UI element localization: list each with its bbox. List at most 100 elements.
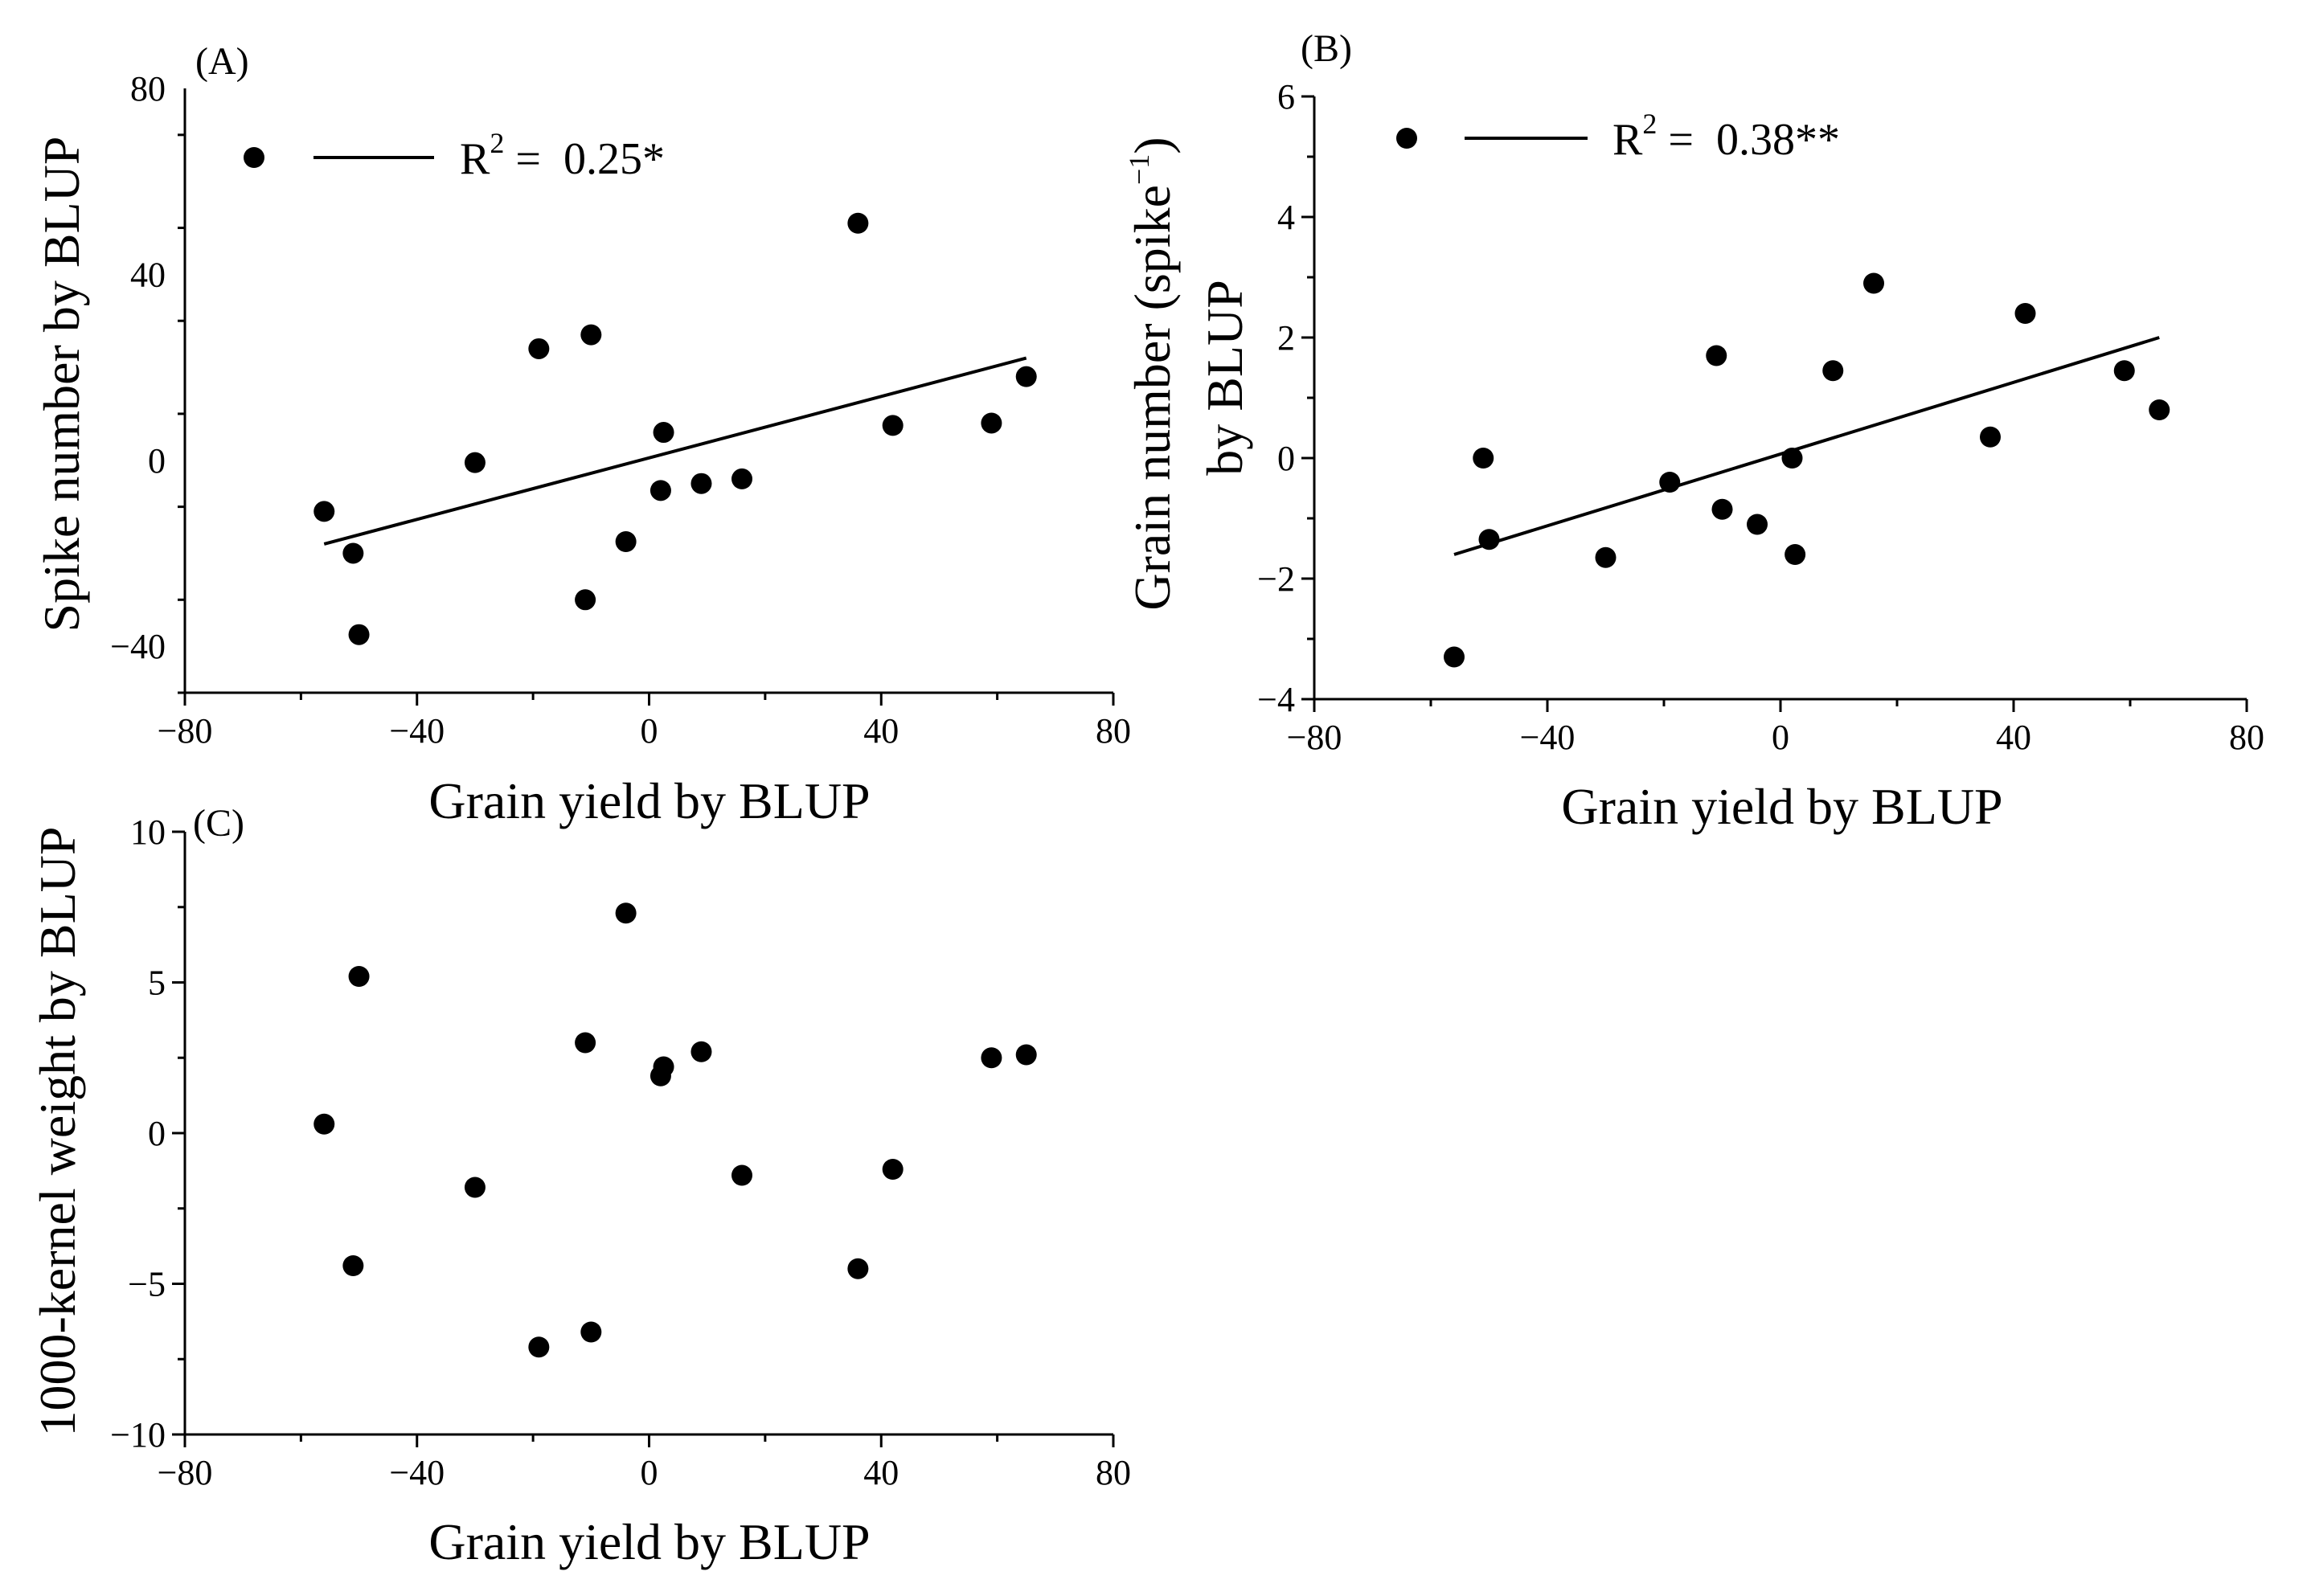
panel-b-y-axis-title-main: Grain number (spike (1124, 185, 1181, 611)
panel-c-data-point (1015, 1044, 1037, 1066)
panel-b-data-point (1747, 514, 1768, 535)
panel-b-y-tick-label: −4 (1257, 680, 1295, 719)
panel-b-legend-value: = 0.38** (1657, 115, 1840, 165)
panel-b-x-tick-label: −40 (1520, 718, 1576, 757)
panel-b-data-point (1781, 448, 1803, 469)
panel-b-y-axis-title-close: ) (1124, 137, 1181, 153)
panel-a: (A) −80 −40 0 40 80 −40 0 40 80 Grain yield by B… (33, 40, 1131, 829)
panel-b-legend-r: R (1612, 115, 1643, 165)
panel-b-y-tick-label: 2 (1277, 318, 1295, 358)
panel-c-y-tick-label: −10 (110, 1415, 166, 1455)
panel-a-y-tick-label: 80 (130, 69, 166, 108)
panel-b-y-axis-title-sup: −1 (1123, 154, 1155, 185)
panel-a-x-tick-label: 0 (641, 711, 658, 751)
panel-c-x-tick-label: −80 (158, 1453, 213, 1492)
panel-b-x-tick-label: 0 (1772, 718, 1789, 757)
panel-b-data-point (1863, 272, 1884, 294)
panel-c-x-tick-label: 80 (1096, 1453, 1131, 1492)
panel-a-data-point (580, 324, 602, 346)
panel-a-legend-r: R (460, 134, 490, 184)
panel-c-y-tick-label: 0 (148, 1114, 166, 1153)
panel-c-data-point (528, 1336, 550, 1358)
panel-a-y-tick-label: 0 (148, 441, 166, 481)
panel-a-legend-r2: R2 = 0.25* (460, 127, 665, 184)
panel-a-data-point (847, 212, 869, 234)
panel-c-data-point (615, 902, 637, 924)
panel-b-label: (B) (1301, 27, 1352, 70)
panel-c: (C) −80 −40 0 40 80 −10 −5 0 5 10 Grain yield by … (29, 802, 1131, 1570)
panel-c-y-axis-title: 1000-kernel weight by BLUP (29, 827, 86, 1437)
panel-a-y-axis-title: Spike number by BLUP (33, 137, 90, 632)
panel-b-data-point (1706, 345, 1727, 366)
panel-b-legend-r2: R2 = 0.38** (1612, 108, 1840, 165)
panel-b-data-point (1980, 426, 2001, 448)
panel-b-y-axis-title-line1: Grain number (spike−1) (1123, 137, 1181, 610)
panel-c-data-point (313, 1113, 335, 1135)
panel-c-data-point (464, 1177, 486, 1198)
panel-b-data-point (1822, 360, 1844, 382)
panel-c-data-point (731, 1164, 752, 1186)
panel-a-data-point (464, 452, 486, 473)
panel-a-data-point (615, 531, 637, 552)
panel-a-x-tick-label: −80 (158, 711, 213, 751)
panel-a-y-tick-label: −40 (110, 627, 166, 666)
panel-b-y-tick-label: 0 (1277, 439, 1295, 478)
panel-a-data-point (1015, 366, 1037, 387)
panel-b-data-point (2149, 399, 2170, 420)
panel-c-y-tick-label: 10 (130, 812, 166, 852)
panel-b-data-point (2014, 303, 2036, 324)
panel-b-y-tick-label: −2 (1257, 559, 1295, 599)
panel-b-x-tick-label: 40 (1996, 718, 2031, 757)
panel-a-legend-r2-sup: 2 (490, 127, 504, 159)
panel-a-data-point (649, 480, 671, 501)
panel-b-y-tick-label: 6 (1277, 77, 1295, 117)
panel-a-data-point (313, 501, 335, 522)
panel-b-y-axis-title-line2: by BLUP (1196, 280, 1253, 476)
panel-a-regression-line (323, 356, 1027, 546)
panel-b-data-point (1711, 498, 1733, 520)
panel-c-label: (C) (193, 802, 244, 845)
panel-a-legend-value: = 0.25* (504, 134, 665, 184)
panel-b-data-point (1785, 544, 1806, 565)
panel-c-data-point (653, 1056, 674, 1078)
panel-b-legend-r2-sup: 2 (1642, 108, 1657, 140)
panel-c-data-point (575, 1032, 596, 1054)
panel-b-x-tick-label: 80 (2229, 718, 2264, 757)
panel-b-x-axis-title: Grain yield by BLUP (1561, 778, 2002, 835)
panel-c-data-point (580, 1321, 602, 1343)
panel-b: (B) −80 −40 0 40 80 −4 −2 0 2 4 6 Grain yield by B… (1123, 27, 2264, 835)
panel-b-y-tick-label: 4 (1277, 198, 1295, 237)
panel-a-data-point (981, 412, 1002, 434)
panel-c-x-tick-label: 0 (641, 1453, 658, 1492)
panel-b-data-point (1444, 646, 1465, 668)
panel-b-data-point (2113, 360, 2135, 382)
panel-c-x-tick-label: 40 (863, 1453, 899, 1492)
panel-a-data-point (575, 589, 596, 611)
panel-a-data-point (731, 468, 752, 489)
panel-a-data-point (348, 624, 370, 645)
panel-c-x-tick-label: −40 (389, 1453, 445, 1492)
panel-b-data-point (1473, 448, 1494, 469)
panel-c-y-tick-label: 5 (148, 964, 166, 1003)
panel-a-x-tick-label: 40 (863, 711, 899, 751)
panel-a-data-point (882, 415, 904, 436)
panel-a-data-point (528, 338, 550, 359)
panel-a-label: (A) (195, 40, 249, 83)
panel-c-data-point (690, 1041, 712, 1062)
panel-a-x-tick-label: 80 (1096, 711, 1131, 751)
panel-a-x-tick-label: −40 (389, 711, 445, 751)
panel-a-data-point (653, 422, 674, 444)
panel-c-data-point (847, 1258, 869, 1279)
panel-a-data-point (690, 473, 712, 494)
panel-b-data-point (1595, 546, 1617, 568)
panel-c-y-tick-label: −5 (128, 1265, 166, 1304)
panel-c-data-point (882, 1159, 904, 1180)
panel-c-data-point (981, 1047, 1002, 1069)
panel-b-x-tick-label: −80 (1287, 718, 1342, 757)
panel-b-data-point (1659, 472, 1681, 493)
panel-b-regression-line (1453, 336, 2160, 556)
panel-c-data-point (342, 1255, 364, 1276)
panel-a-legend-marker (244, 147, 264, 168)
